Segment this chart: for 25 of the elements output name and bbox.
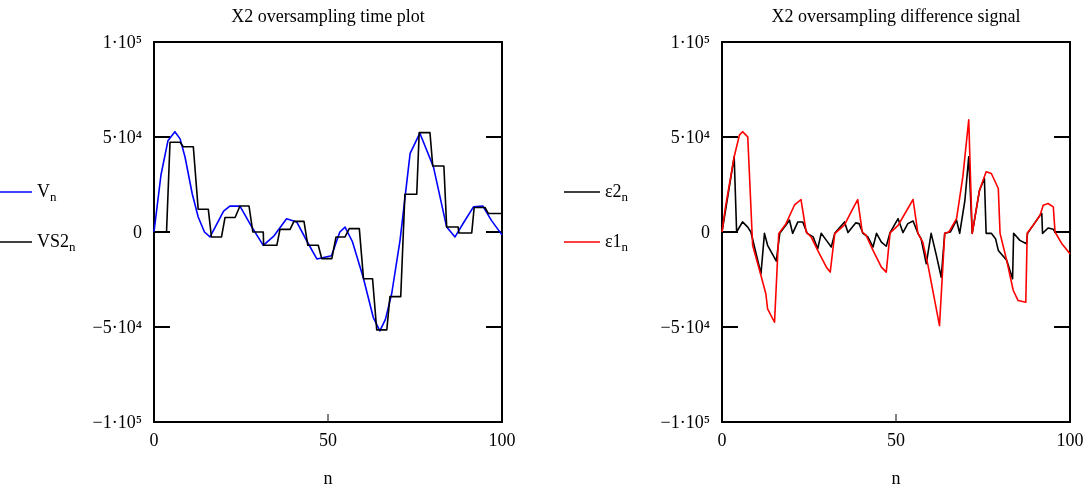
x-tick-label: 100	[1056, 430, 1084, 450]
y-tick-label: −5·10⁴	[660, 317, 710, 337]
legend-label: ε2$_{n}$	[605, 181, 629, 204]
x-axis-title: n	[323, 468, 333, 488]
x-axis-title: n	[891, 468, 901, 488]
y-tick-label: 1·10⁵	[670, 32, 710, 52]
x-tick-label: 0	[717, 430, 727, 450]
y-tick-label: −1·10⁵	[660, 412, 710, 432]
y-tick-label: 5·10⁴	[670, 127, 710, 147]
y-tick-label: 5·10⁴	[102, 127, 142, 147]
y-tick-label: −1·10⁵	[92, 412, 142, 432]
x-tick-label: 100	[488, 430, 516, 450]
y-tick-label: −5·10⁴	[92, 317, 142, 337]
legend-label: VS2$_{n}$	[37, 231, 77, 254]
legend-label: ε1$_{n}$	[605, 231, 629, 254]
x-tick-label: 50	[887, 430, 905, 450]
chart-title: X2 oversampling difference signal	[771, 6, 1021, 26]
y-tick-label: 0	[133, 222, 142, 242]
x-tick-label: 0	[149, 430, 159, 450]
y-tick-label: 1·10⁵	[102, 32, 142, 52]
line-series	[721, 119, 1071, 327]
chart-title: X2 oversampling time plot	[231, 6, 425, 26]
y-tick-label: 0	[701, 222, 710, 242]
x-tick-label: 50	[319, 430, 337, 450]
legend-label: V$_{n}$	[37, 181, 57, 204]
